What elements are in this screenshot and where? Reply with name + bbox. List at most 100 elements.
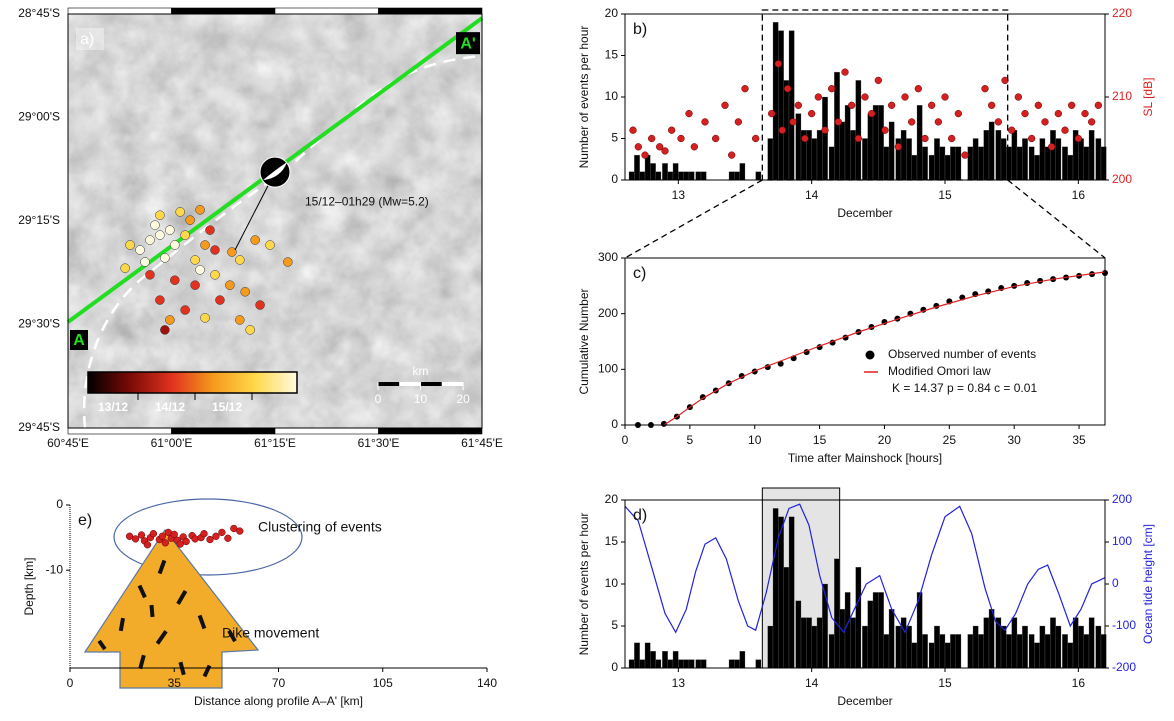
x-tick-label: 5 [687, 433, 694, 447]
y-tick-label: 15 [605, 48, 619, 62]
y-axis-label: Number of events per hour [577, 513, 591, 656]
point [888, 101, 896, 109]
point [206, 535, 214, 544]
bar [1039, 138, 1046, 181]
x-tick-label: 61°30'E [358, 436, 400, 450]
y-tick-label: 20 [605, 6, 619, 20]
event [190, 280, 200, 290]
event [235, 315, 245, 325]
point [861, 93, 869, 101]
colorbar-tick-label: 15/12 [212, 400, 242, 414]
x-tick-label: 61°45'E [461, 436, 503, 450]
bar [695, 659, 702, 669]
bar [972, 625, 979, 669]
bar [1006, 634, 1012, 669]
y-tick-label: 29°45'S [18, 420, 60, 434]
point [661, 147, 669, 155]
point [808, 109, 816, 118]
y-tick-label: 10 [605, 89, 619, 103]
bar [1044, 634, 1051, 669]
label-box [456, 32, 480, 55]
bar [978, 146, 984, 181]
bar [778, 516, 784, 669]
bar [639, 659, 646, 669]
point [224, 534, 232, 542]
zoom-connector [624, 179, 763, 259]
x-tick-label: 105 [373, 676, 393, 690]
event [150, 220, 160, 230]
y2-tick-label: 210 [1112, 89, 1132, 103]
point [961, 151, 969, 159]
label-bg [76, 28, 104, 50]
event [283, 257, 293, 267]
event [165, 315, 175, 325]
bar [944, 154, 951, 181]
point [777, 360, 784, 367]
bar [728, 659, 735, 669]
bar [1016, 146, 1023, 181]
event [180, 305, 190, 315]
x-tick-label: 13 [672, 676, 686, 690]
point [868, 109, 876, 118]
bar [928, 154, 935, 181]
bar [811, 138, 818, 181]
point [901, 93, 909, 101]
dike-shape [83, 528, 260, 689]
panel-label: d) [633, 507, 647, 524]
point [741, 85, 749, 93]
scalebar-tick-label: 10 [414, 392, 428, 406]
point [1048, 143, 1056, 151]
bar [878, 105, 884, 181]
point [1041, 118, 1049, 126]
point [914, 85, 922, 93]
y-axis-label: Cumulative Number [577, 288, 591, 394]
event [200, 313, 210, 323]
bar [839, 121, 846, 181]
point [131, 535, 140, 543]
bar [772, 508, 779, 669]
bar [795, 113, 802, 181]
point [948, 134, 956, 143]
bar [1100, 146, 1107, 181]
x-tick-label: 14 [805, 676, 819, 690]
event [120, 263, 130, 273]
y-tick-label: 0 [56, 497, 63, 511]
y-tick-label: 29°15'S [18, 213, 60, 227]
point [641, 151, 649, 159]
x-tick-label: 30 [1008, 433, 1022, 447]
x-tick-label: 60°45'E [47, 436, 89, 450]
bar [850, 617, 856, 669]
point [149, 530, 158, 538]
x-tick-label: 70 [272, 676, 286, 690]
bar [900, 130, 907, 181]
point [921, 134, 929, 143]
point [841, 68, 849, 76]
point [728, 151, 736, 159]
point [721, 101, 729, 109]
bar [983, 617, 990, 669]
y-tick-label: 5 [611, 131, 618, 145]
point [1028, 134, 1036, 143]
bar [683, 171, 690, 181]
event [175, 207, 185, 217]
dike-sketch: Clustering of events Dike movement [83, 498, 382, 689]
point [848, 101, 856, 109]
event [155, 230, 165, 240]
event [245, 325, 255, 335]
point [1034, 101, 1042, 109]
point [801, 134, 809, 143]
bar [995, 130, 1002, 181]
bar [655, 659, 662, 669]
point [908, 118, 916, 126]
bar [862, 138, 868, 181]
bar [855, 567, 862, 669]
event [145, 270, 155, 280]
bar [816, 130, 823, 181]
x-axis-label: Time after Mainshock [hours] [788, 451, 942, 465]
bar [828, 146, 835, 181]
bar [795, 600, 802, 669]
bar [1083, 146, 1090, 181]
bar [844, 592, 851, 669]
event [145, 235, 155, 245]
